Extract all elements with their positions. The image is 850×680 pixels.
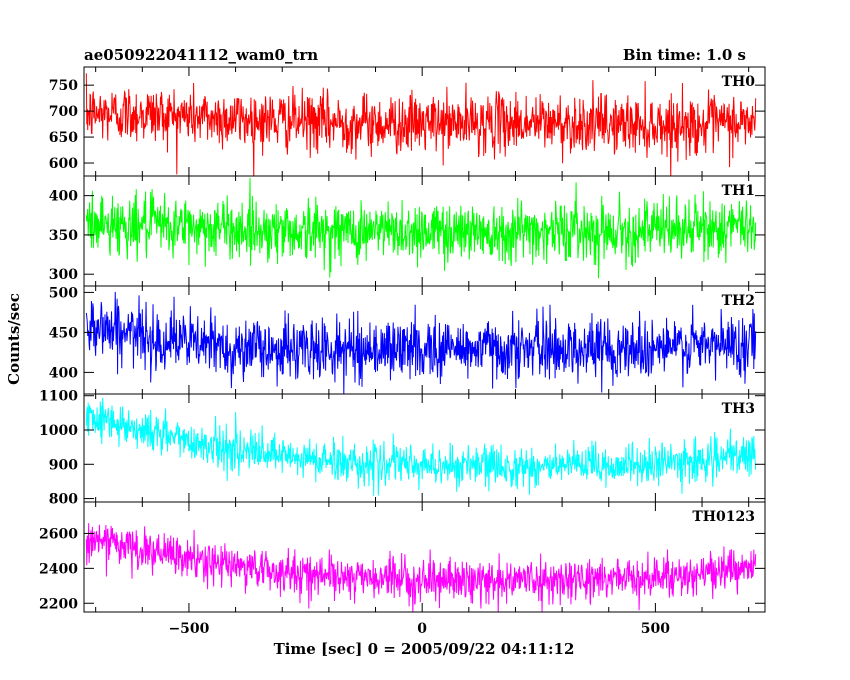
y-tick-label: 650 [49,130,78,146]
y-tick-label: 350 [49,228,78,244]
bin-time-label: Bin time: 1.0 s [623,46,746,64]
y-tick-label: 2600 [39,526,78,542]
y-tick-label: 300 [49,267,78,283]
y-tick-label: 600 [49,156,78,172]
panel-th3: 800 900 1000 1100 TH3 [39,389,766,508]
panel-th0123: 2200 2400 2600 TH0123 [39,501,766,613]
y-tick-label: 2400 [39,561,78,577]
panel-label: TH2 [722,293,755,309]
x-tick-label: −500 [168,621,209,637]
y-tick-label: 800 [49,492,78,508]
panel-th2: 400 450 500 TH2 [49,285,766,395]
y-tick-label: 1100 [39,389,78,405]
series-line-th1 [85,177,757,279]
y-tick-label: 2200 [39,596,78,612]
y-tick-label: 400 [49,189,78,205]
panel-label: TH3 [722,401,755,417]
y-tick-label: 400 [49,365,78,381]
y-tick-label: 450 [49,325,78,341]
x-tick-label: 0 [417,621,427,637]
series-line-th0123 [85,523,757,612]
series-line-th2 [85,291,757,394]
panel-label: TH1 [722,183,755,199]
y-axis-label: Counts/sec [5,293,23,385]
x-tick-label: 500 [641,621,670,637]
y-tick-label: 700 [49,104,78,120]
y-tick-label: 500 [49,285,78,301]
panel-frame [83,501,766,613]
y-tick-label: 1000 [39,423,78,439]
panel-th1: 300 350 400 TH1 [49,175,766,287]
panel-th0: 600 650 700 750 TH0 [49,66,766,177]
chart-title: ae050922041112_wam0_trn [84,46,318,64]
y-tick-label: 750 [49,78,78,94]
panels-group: 600 650 700 750 TH0 300 350 400 TH1 400 450 500 TH2 8… [39,66,766,637]
panel-label: TH0123 [692,509,755,525]
y-tick-label: 900 [49,457,78,473]
x-axis-label: Time [sec] 0 = 2005/09/22 04:11:12 [274,640,575,658]
panel-label: TH0 [722,74,756,90]
series-line-th3 [85,397,757,496]
series-line-th0 [85,73,757,176]
